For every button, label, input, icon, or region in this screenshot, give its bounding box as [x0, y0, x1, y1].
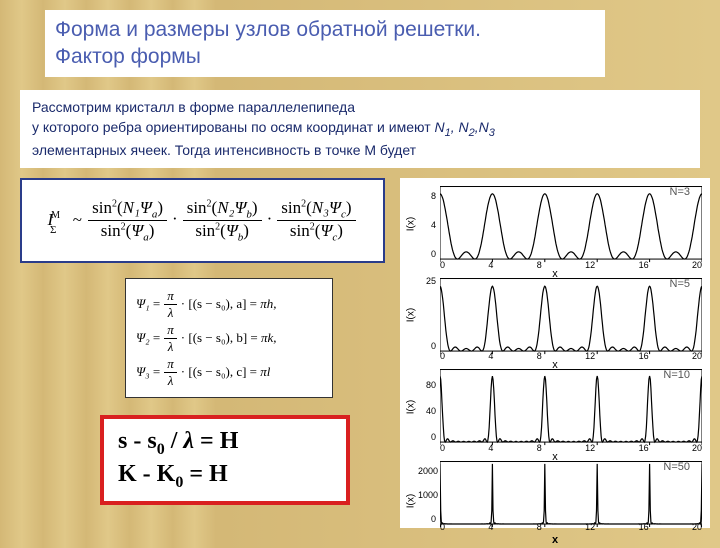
var-N: , N — [451, 119, 469, 135]
xtick: 20 — [692, 351, 702, 361]
psi-line: Ψ₁ = πλ· [(s − s₀), a] = πh, — [136, 288, 322, 321]
xtick: 12 — [585, 260, 595, 270]
var-N: ,N — [475, 119, 489, 135]
chart-ylabel: I(x) — [406, 400, 417, 414]
xtick-row: 0 4 8 12 16 20 — [440, 443, 702, 453]
ytick: 80 — [418, 380, 436, 390]
psi-line: Ψ₃ = πλ· [(s − s₀), c] = πl — [136, 356, 322, 389]
var-N: N — [435, 119, 445, 135]
xtick: 0 — [440, 443, 445, 453]
chart-ylabel: I(x) — [406, 308, 417, 322]
title-line-2: Фактор формы — [55, 43, 595, 70]
xtick-row: 0 4 8 12 16 20 — [440, 351, 702, 361]
xtick: 16 — [639, 522, 649, 532]
xtick: 16 — [639, 351, 649, 361]
condition-box: s - s0 / λ = H K - K0 = H — [100, 415, 350, 505]
xtick: 4 — [488, 260, 493, 270]
title-line-1: Форма и размеры узлов обратной решетки. — [55, 16, 595, 43]
ytick: 0 — [418, 514, 436, 524]
chart-n-label: N=10 — [663, 369, 690, 381]
eq-rhs: = H — [183, 461, 227, 487]
ytick: 4 — [418, 220, 436, 230]
xtick: 4 — [488, 522, 493, 532]
title-box: Форма и размеры узлов обратной решетки. … — [45, 10, 605, 77]
xtick: 8 — [537, 351, 542, 361]
formula-content: IMΣ ~ sin2(N₁Ψa)sin2(Ψa)·sin2(N₂Ψb)sin2(… — [47, 198, 357, 244]
chart-svg — [440, 182, 702, 266]
intro-line-3: элементарных ячеек. Тогда интенсивность … — [32, 141, 688, 161]
charts-container: I(x)N=3048048121620x I(x)N=5025048121620… — [400, 178, 710, 528]
chart-panel: I(x)N=5025048121620x — [400, 270, 710, 362]
xtick: 0 — [440, 260, 445, 270]
xtick-row: 0 4 8 12 16 20 — [440, 260, 702, 270]
intro-line-1: Рассмотрим кристалл в форме параллелепип… — [32, 98, 688, 118]
intro-box: Рассмотрим кристалл в форме параллелепип… — [20, 90, 700, 168]
xtick-row: 0 4 8 12 16 20 — [440, 522, 702, 532]
intro-text: у которого ребра ориентированы по осям к… — [32, 119, 435, 135]
xtick: 12 — [585, 522, 595, 532]
intro-line-2: у которого ребра ориентированы по осям к… — [32, 118, 688, 141]
xtick: 0 — [440, 351, 445, 361]
ytick: 2000 — [418, 466, 436, 476]
chart-xlabel: x — [552, 534, 558, 546]
chart-n-label: N=5 — [670, 278, 691, 290]
condition-line-1: s - s0 / λ = H — [118, 428, 332, 459]
chart-ylabel: I(x) — [406, 493, 417, 507]
xtick: 4 — [488, 351, 493, 361]
ytick: 0 — [418, 249, 436, 259]
xtick: 16 — [639, 260, 649, 270]
xtick: 20 — [692, 260, 702, 270]
ytick: 25 — [418, 276, 436, 286]
xtick: 20 — [692, 443, 702, 453]
xtick: 12 — [585, 443, 595, 453]
xtick: 16 — [639, 443, 649, 453]
chart-n-label: N=3 — [670, 186, 691, 198]
xtick: 12 — [585, 351, 595, 361]
chart-panel: I(x) N=50 0 1000 2000 0 4 8 12 16 20 x — [400, 453, 710, 548]
xtick: 20 — [692, 522, 702, 532]
chart-ylabel: I(x) — [406, 217, 417, 231]
ytick: 8 — [418, 191, 436, 201]
sub: 3 — [489, 126, 495, 138]
condition-line-2: K - K0 = H — [118, 461, 332, 492]
xtick: 8 — [537, 260, 542, 270]
xtick: 0 — [440, 522, 445, 532]
ytick: 1000 — [418, 490, 436, 500]
chart-n-label: N=50 — [663, 461, 690, 473]
xtick: 8 — [537, 522, 542, 532]
chart-panel: I(x)N=3048048121620x — [400, 178, 710, 270]
ytick: 0 — [418, 341, 436, 351]
xtick: 4 — [488, 443, 493, 453]
ytick: 40 — [418, 406, 436, 416]
chart-panel: I(x)N=1004080048121620x — [400, 361, 710, 453]
psi-line: Ψ₂ = πλ· [(s − s₀), b] = πk, — [136, 322, 322, 355]
xtick: 8 — [537, 443, 542, 453]
chart-svg — [440, 274, 702, 358]
psi-definitions-box: Ψ₁ = πλ· [(s − s₀), a] = πh,Ψ₂ = πλ· [(s… — [125, 278, 333, 398]
main-formula-box: IMΣ ~ sin2(N₁Ψa)sin2(Ψa)·sin2(N₂Ψb)sin2(… — [20, 178, 385, 263]
ytick: 0 — [418, 432, 436, 442]
